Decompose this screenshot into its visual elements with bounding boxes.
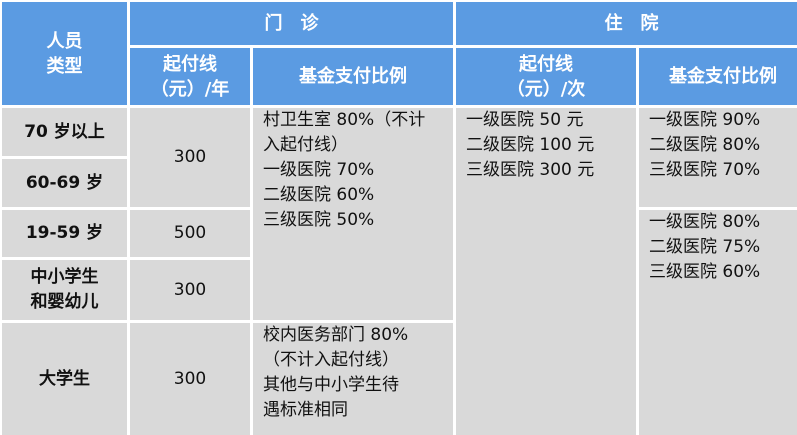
cell-text: 三级医院 300 元	[466, 160, 595, 180]
cell-text: 三级医院 70%	[649, 160, 761, 180]
header-op-ratio: 基金支付比例	[253, 48, 453, 105]
header-text: 人员	[46, 30, 83, 52]
row-type-college: 大学生	[2, 323, 127, 435]
header-text: 类型	[46, 55, 83, 77]
header-op-threshold: 起付线 （元）/年	[130, 48, 250, 105]
cell-text: 村卫生室 80%（不计	[263, 110, 426, 130]
header-inpatient: 住 院	[456, 2, 797, 45]
op-threshold-students: 300	[130, 260, 250, 320]
header-person-type: 人员 类型	[2, 2, 127, 105]
cell-text: 入起付线）	[263, 135, 348, 155]
header-text: 起付线	[163, 53, 217, 75]
cell-text: 其他与中小学生待	[263, 375, 399, 395]
ip-ratio-others: 一级医院 80% 二级医院 75% 三级医院 60%	[639, 210, 797, 435]
cell-text: 二级医院 60%	[263, 185, 375, 205]
cell-text: 一级医院 70%	[263, 160, 375, 180]
cell-text: 一级医院 80%	[649, 212, 761, 232]
op-threshold-elderly: 300	[130, 108, 250, 207]
row-type-students: 中小学生 和婴幼儿	[2, 260, 127, 320]
cell-text: 校内医务部门 80%	[263, 325, 409, 345]
op-threshold-college: 300	[130, 323, 250, 435]
header-text: （元）/年	[150, 78, 230, 100]
cell-text: 二级医院 75%	[649, 237, 761, 257]
row-type-60-69: 60-69 岁	[2, 159, 127, 207]
cell-text: 二级医院 100 元	[466, 135, 595, 155]
cell-text: 三级医院 60%	[649, 262, 761, 282]
cell-text: 中小学生	[30, 267, 99, 287]
cell-text: （不计入起付线）	[263, 350, 399, 370]
cell-text: 一级医院 50 元	[466, 110, 584, 130]
cell-text: 二级医院 80%	[649, 135, 761, 155]
header-text: 起付线	[519, 53, 573, 75]
op-ratio-general: 村卫生室 80%（不计 入起付线） 一级医院 70% 二级医院 60% 三级医院…	[253, 108, 453, 320]
op-threshold-adult: 500	[130, 210, 250, 257]
cell-text: 一级医院 90%	[649, 110, 761, 130]
ip-ratio-elderly: 一级医院 90% 二级医院 80% 三级医院 70%	[639, 108, 797, 207]
header-outpatient: 门 诊	[130, 2, 453, 45]
row-type-70-plus: 70 岁以上	[2, 108, 127, 156]
row-type-19-59: 19-59 岁	[2, 210, 127, 257]
cell-text: 三级医院 50%	[263, 210, 375, 230]
cell-text: 和婴幼儿	[30, 292, 99, 312]
header-ip-threshold: 起付线 （元）/次	[456, 48, 636, 105]
header-ip-ratio: 基金支付比例	[639, 48, 797, 105]
header-text: （元）/次	[506, 78, 586, 100]
op-ratio-college: 校内医务部门 80% （不计入起付线） 其他与中小学生待 遇标准相同	[253, 323, 453, 435]
ip-threshold: 一级医院 50 元 二级医院 100 元 三级医院 300 元	[456, 108, 636, 435]
cell-text: 遇标准相同	[263, 400, 348, 420]
